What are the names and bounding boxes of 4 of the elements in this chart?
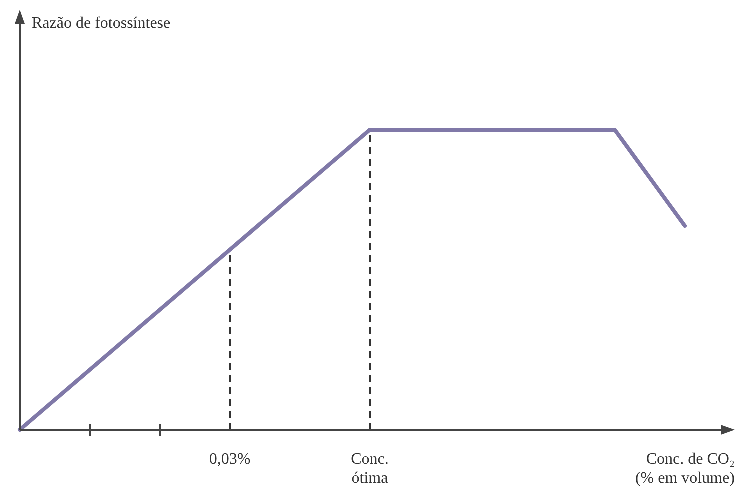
text: Razão de fotossíntese — [32, 15, 171, 32]
x-axis-title: Conc. de CO₂ (% em volume) — [635, 451, 735, 487]
x-tick-label: 0,03% — [209, 451, 251, 468]
x-tick-label: Conc. ótima — [351, 451, 389, 487]
